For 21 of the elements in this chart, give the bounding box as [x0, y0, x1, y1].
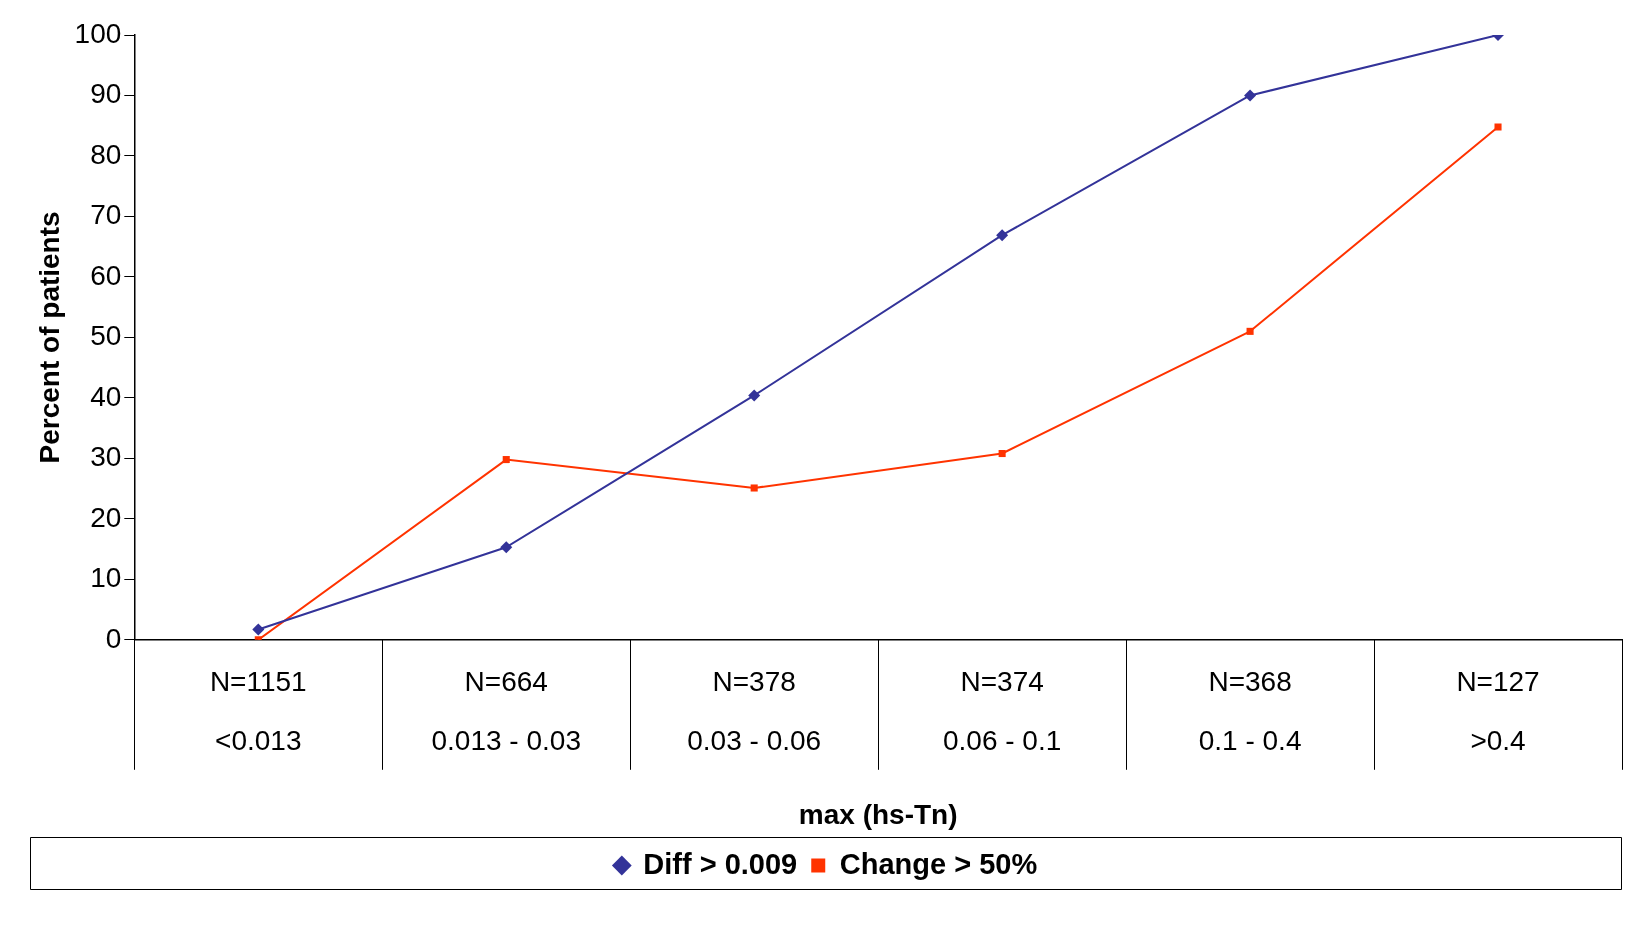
y-tick-label: 40: [90, 380, 122, 412]
x-tick-label: N=378 0.03 - 0.06: [687, 665, 822, 756]
x-tick-label: N=1151 <0.013: [209, 665, 307, 756]
x-tick-label: N=127 >0.4: [1456, 665, 1540, 756]
legend-label: Change > 50%: [839, 847, 1038, 880]
x-tick-label: N=368 0.1 - 0.4: [1198, 665, 1302, 756]
y-tick-label: 100: [74, 17, 122, 49]
x-axis-title: max (hs-Tn): [798, 798, 958, 830]
x-tick-label: N=374 0.06 - 0.1: [942, 665, 1062, 756]
y-tick-label: 60: [90, 259, 122, 291]
y-tick-label: 20: [90, 501, 122, 533]
y-tick-label: 70: [90, 199, 122, 231]
y-tick-label: 0: [105, 622, 122, 654]
y-tick-label: 90: [90, 78, 122, 110]
y-tick-label: 80: [90, 138, 122, 170]
y-axis-title: Percent of patients: [33, 211, 65, 464]
y-tick-label: 30: [90, 441, 122, 473]
y-tick-label: 50: [90, 320, 122, 352]
y-tick-label: 10: [90, 562, 122, 594]
legend-label: Diff > 0.009: [643, 847, 798, 880]
x-tick-label: N=664 0.013 - 0.03: [431, 665, 581, 756]
